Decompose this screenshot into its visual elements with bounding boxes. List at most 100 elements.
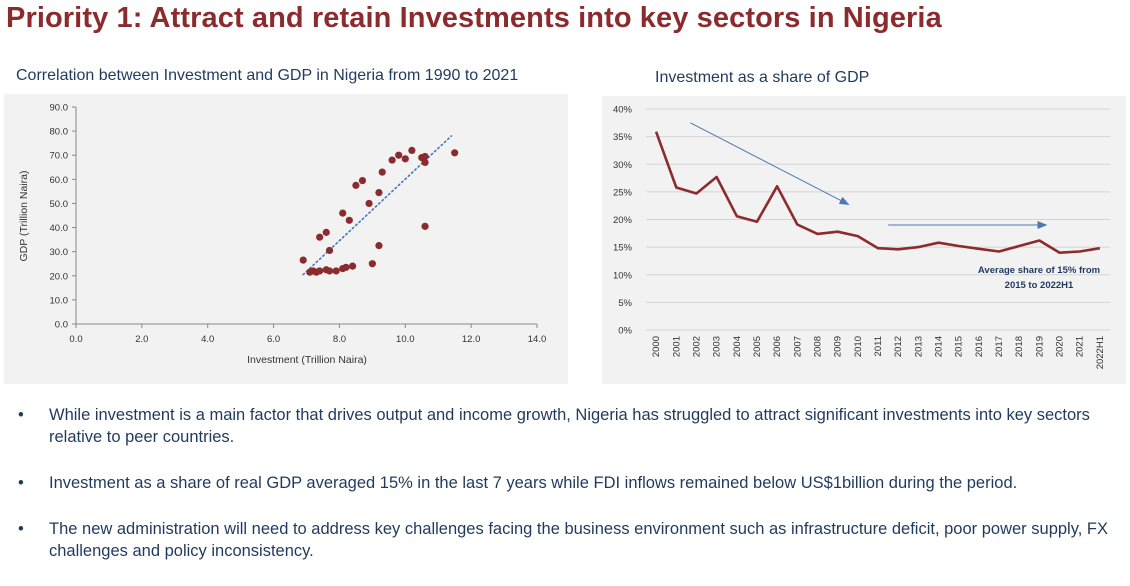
scatter-point [325, 267, 334, 275]
bullet-text: The new administration will need to addr… [49, 520, 1108, 560]
bullet-item: • The new administration will need to ad… [18, 518, 1118, 562]
y-axis-title: GDP (Trillion Naira) [18, 170, 30, 261]
y-tick-label: 70.0 [50, 151, 69, 162]
x-tick-label: 2008 [812, 336, 823, 357]
x-tick-label: 2022H1 [1095, 336, 1106, 369]
scatter-point [352, 181, 360, 189]
y-tick-label: 30.0 [50, 247, 69, 258]
y-tick-label: 5% [618, 298, 632, 309]
x-tick-label: 2002 [691, 336, 702, 357]
x-tick-label: 2016 [974, 336, 985, 357]
x-tick-label: 4.0 [201, 334, 214, 345]
x-tick-label: 2001 [671, 336, 682, 357]
y-tick-label: 40% [613, 105, 633, 116]
trendline [302, 135, 453, 276]
x-tick-label: 2003 [712, 336, 723, 357]
bullet-point-icon: • [18, 474, 24, 492]
x-tick-label: 2019 [1034, 336, 1045, 357]
key-points-list: • While investment is a main factor that… [18, 404, 1118, 586]
x-tick-label: 2005 [752, 336, 763, 357]
scatter-point [316, 233, 324, 241]
scatter-chart-title: Correlation between Investment and GDP i… [16, 67, 519, 84]
line-chart: 0% 5% 10% 15% 20% 25% 30% 35% 40% 2000 2001 2002 200… [613, 105, 1110, 369]
trend-arrow [690, 122, 850, 205]
x-tick-label: 2013 [913, 336, 924, 357]
y-tick-label: 15% [613, 243, 633, 254]
scatter-point [395, 151, 403, 159]
x-axis-title: Investment (Trillion Naira) [247, 354, 367, 366]
bullet-item: • While investment is a main factor that… [18, 404, 1118, 448]
x-tick-label: 2.0 [135, 334, 148, 345]
bullet-text: Investment as a share of real GDP averag… [49, 474, 1018, 492]
scatter-point [339, 209, 347, 217]
scatter-chart: 0.0 10.0 20.0 30.0 40.0 50.0 60.0 70.0 80.0 90.0 0… [18, 103, 547, 367]
x-tick-label: 2020 [1055, 336, 1066, 357]
scatter-point [299, 256, 307, 264]
annotation-line-1: Average share of 15% from [978, 265, 1100, 276]
scatter-point [316, 267, 324, 275]
scatter-point [421, 152, 429, 161]
scatter-point [332, 267, 340, 275]
y-tick-label: 60.0 [50, 175, 69, 186]
y-tick-label: 0.0 [55, 320, 68, 331]
x-tick-label: 2018 [1014, 336, 1025, 357]
scatter-point [325, 246, 334, 255]
y-tick-label: 25% [613, 187, 633, 198]
x-tick-label: 2017 [994, 336, 1005, 357]
scatter-point [378, 168, 386, 176]
bullet-point-icon: • [18, 406, 24, 424]
x-tick-label: 2006 [772, 336, 783, 357]
x-tick-label: 2014 [934, 336, 945, 357]
scatter-point [342, 263, 350, 271]
scatter-point [388, 156, 396, 164]
x-tick-label: 2004 [732, 336, 743, 357]
y-tick-label: 90.0 [50, 103, 69, 114]
x-tick-label: 2011 [873, 336, 884, 356]
line-chart-title: Investment as a share of GDP [655, 69, 870, 86]
x-tick-label: 0.0 [69, 334, 82, 345]
x-tick-label: 2010 [853, 336, 864, 357]
page-title: Priority 1: Attract and retain Investmen… [6, 2, 942, 34]
scatter-point [358, 176, 367, 185]
x-tick-label: 2000 [651, 336, 662, 357]
scatter-point [375, 242, 383, 250]
y-tick-label: 20.0 [50, 271, 69, 282]
scatter-point [421, 222, 429, 230]
x-tick-label: 6.0 [267, 334, 280, 345]
y-tick-label: 40.0 [50, 223, 69, 234]
scatter-point [365, 199, 373, 208]
x-tick-label: 12.0 [462, 334, 481, 345]
scatter-point [408, 146, 416, 154]
line-chart-panel: 0% 5% 10% 15% 20% 25% 30% 35% 40% 2000 2001 2002 200… [602, 96, 1126, 384]
scatter-point [368, 260, 376, 268]
x-tick-label: 14.0 [528, 334, 547, 345]
scatter-point [451, 149, 459, 157]
bullet-item: • Investment as a share of real GDP aver… [18, 472, 1118, 494]
y-tick-label: 50.0 [50, 199, 69, 210]
y-tick-label: 10.0 [50, 295, 69, 306]
y-tick-label: 20% [613, 215, 633, 226]
y-tick-label: 35% [613, 132, 633, 143]
x-tick-label: 2009 [833, 336, 844, 357]
scatter-point [401, 155, 409, 163]
scatter-point [375, 188, 383, 197]
x-tick-label: 2015 [954, 336, 965, 357]
x-tick-label: 8.0 [333, 334, 346, 345]
scatter-point [349, 262, 357, 270]
scatter-point [345, 216, 353, 224]
series-line [654, 131, 1101, 254]
y-tick-label: 0% [618, 326, 632, 337]
annotation-line-2: 2015 to 2022H1 [1005, 280, 1074, 291]
x-tick-label: 2007 [792, 336, 803, 357]
x-tick-label: 2012 [893, 336, 904, 357]
scatter-point [421, 158, 429, 167]
x-tick-label: 2021 [1075, 336, 1086, 357]
y-tick-label: 80.0 [50, 127, 69, 138]
bullet-point-icon: • [18, 520, 24, 538]
y-tick-label: 10% [613, 270, 633, 281]
bullet-text: While investment is a main factor that d… [49, 406, 1090, 446]
scatter-chart-panel: 0.0 10.0 20.0 30.0 40.0 50.0 60.0 70.0 80.0 90.0 0… [4, 94, 568, 384]
x-tick-label: 10.0 [396, 334, 415, 345]
scatter-point [322, 228, 330, 236]
y-tick-label: 30% [613, 160, 633, 171]
